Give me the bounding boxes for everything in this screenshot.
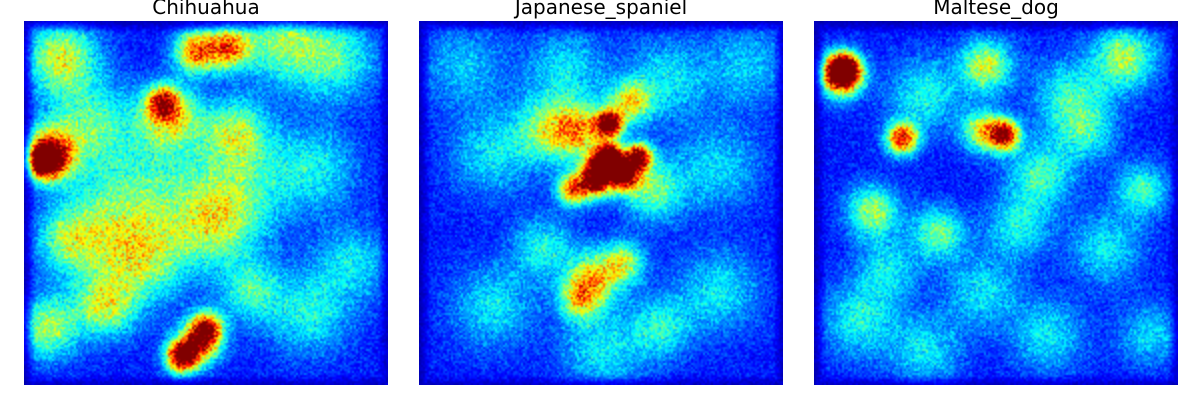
panel-title: Maltese_dog	[933, 0, 1059, 19]
panel-chihuahua: Chihuahua	[24, 0, 388, 400]
heatmap-image	[24, 21, 388, 385]
panel-japanese-spaniel: Japanese_spaniel	[419, 0, 783, 400]
heatmap-image	[814, 21, 1178, 385]
panel-title: Japanese_spaniel	[514, 0, 688, 19]
panel-title: Chihuahua	[152, 0, 260, 19]
panel-maltese-dog: Maltese_dog	[814, 0, 1178, 400]
heatmap-image	[419, 21, 783, 385]
